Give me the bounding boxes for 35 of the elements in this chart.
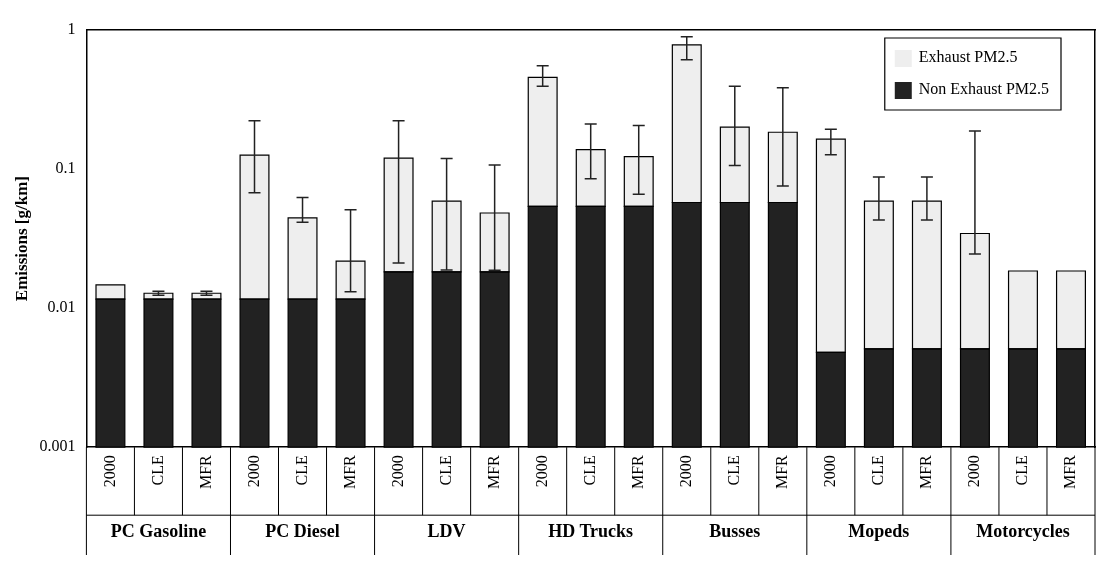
x-tick-label: 2000 (532, 455, 550, 488)
x-tick-label: MFR (917, 454, 935, 489)
x-tick-label: 2000 (100, 455, 118, 488)
x-tick-label: CLE (292, 455, 310, 486)
x-tick-label: 2000 (244, 455, 262, 488)
text: LDV (427, 520, 466, 541)
text: PC Gasoline (110, 520, 207, 541)
y-tick-label: 0.01 (47, 298, 76, 316)
x-tick-label: CLE (869, 455, 887, 486)
x-tick-label: MFR (484, 454, 502, 489)
x-tick-label: CLE (724, 455, 742, 486)
y-tick-label: 1 (67, 20, 76, 38)
text: Motorcycles (976, 520, 1070, 541)
x-tick-label: 2000 (676, 455, 694, 488)
x-tick-label: MFR (196, 454, 214, 489)
x-tick-label: CLE (436, 455, 454, 486)
text: Busses (709, 520, 761, 541)
x-tick-label: MFR (628, 454, 646, 489)
x-tick-label: 2000 (388, 455, 406, 488)
text: HD Trucks (548, 520, 634, 541)
text: Mopeds (848, 520, 910, 541)
x-tick-label: 2000 (965, 455, 983, 488)
y-tick-label: 0.1 (55, 159, 76, 177)
x-tick-label: CLE (580, 455, 598, 486)
x-tick-label: MFR (340, 454, 358, 489)
x-tick-label: 2000 (821, 455, 839, 488)
x-tick-label: MFR (773, 454, 791, 489)
y-tick-label: 0.001 (39, 437, 76, 455)
x-tick-label: CLE (148, 455, 166, 486)
text: PC Diesel (265, 520, 340, 541)
x-tick-label: CLE (1013, 455, 1031, 486)
legend-label: Non Exhaust PM2.5 (918, 80, 1050, 98)
legend-label: Exhaust PM2.5 (918, 48, 1018, 66)
x-tick-label: MFR (1061, 454, 1079, 489)
y-axis-title: Emissions [g/km] (11, 176, 31, 302)
